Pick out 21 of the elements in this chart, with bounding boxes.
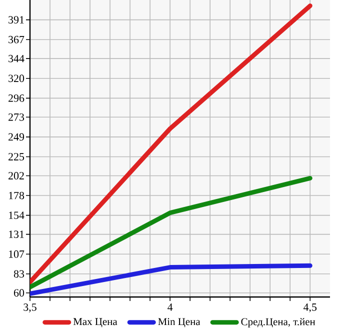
y-tick-label: 344 — [8, 54, 24, 62]
y-tick-label: 154 — [9, 212, 24, 219]
y-tick-label: 320 — [8, 74, 24, 82]
y-tick-label: 391 — [8, 16, 24, 24]
y-tick-label: 367 — [8, 36, 24, 44]
y-tick-label: 273 — [8, 113, 24, 121]
y-tick-label: 83 — [14, 270, 24, 278]
y-tick-label: 178 — [9, 192, 24, 200]
x-tick-label: 4,5 — [303, 304, 317, 312]
y-tick-label: 225 — [8, 153, 24, 160]
y-tick-label: 131 — [9, 230, 24, 238]
legend-label: Max Цена — [73, 318, 118, 328]
x-tick-label: 4 — [168, 304, 173, 311]
legend-label: Min Цена — [158, 318, 200, 328]
y-tick-label: 107 — [9, 250, 24, 258]
y-tick-label: 60 — [14, 289, 24, 297]
x-tick-label: 3,5 — [24, 304, 36, 312]
legend-label: Сред.Цена, т.йен — [241, 318, 316, 328]
y-tick-label: 202 — [8, 172, 24, 180]
y-tick-label: 296 — [8, 94, 24, 102]
y-tick-label: 249 — [8, 133, 24, 141]
